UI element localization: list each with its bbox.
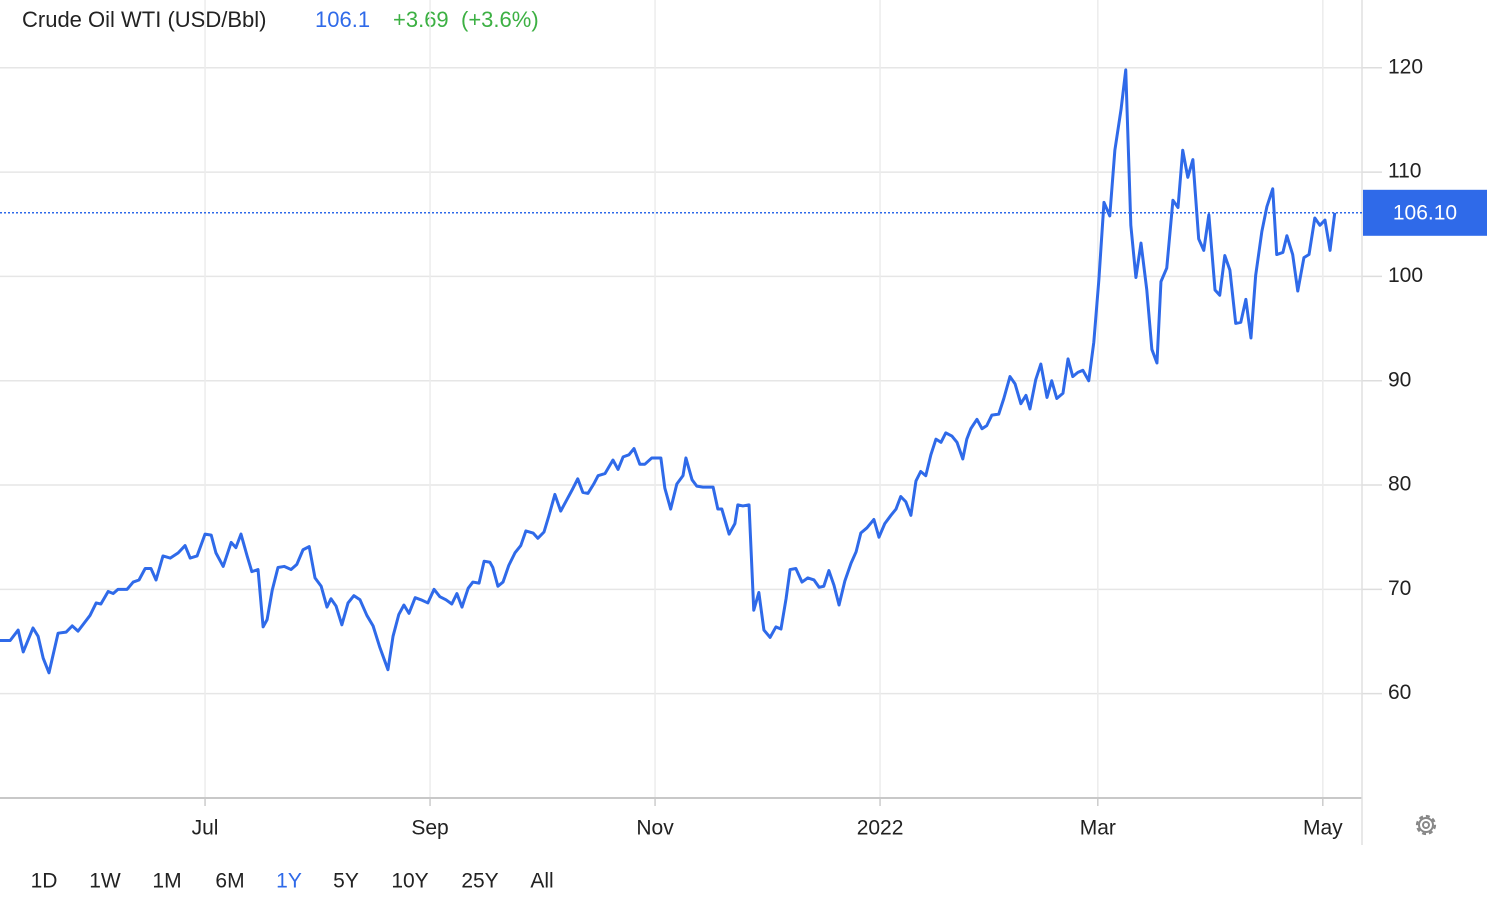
y-tick-label: 120 xyxy=(1388,55,1423,78)
y-tick-label: 100 xyxy=(1388,264,1423,287)
range-button[interactable]: 1Y xyxy=(276,870,302,893)
range-button[interactable]: 1W xyxy=(89,870,121,893)
price-badge-label: 106.10 xyxy=(1393,201,1457,224)
range-button[interactable]: 10Y xyxy=(391,870,428,893)
x-tick-label: 2022 xyxy=(857,817,904,840)
last-price: 106.1 xyxy=(315,7,370,32)
x-tick-label: Jul xyxy=(192,817,219,840)
settings-gear[interactable] xyxy=(1415,814,1437,836)
gear-teeth xyxy=(1415,814,1437,836)
y-tick-label: 90 xyxy=(1388,368,1411,391)
price-badge xyxy=(1363,189,1487,236)
x-tick-label: Nov xyxy=(636,817,674,840)
chart-title: Crude Oil WTI (USD/Bbl) xyxy=(22,7,266,32)
range-button[interactable]: 5Y xyxy=(333,870,359,893)
range-button[interactable]: 25Y xyxy=(461,870,498,893)
y-tick-label: 70 xyxy=(1388,577,1411,600)
price-line xyxy=(0,68,1337,675)
gear-hub xyxy=(1422,821,1430,829)
change-pct: (+3.6%) xyxy=(461,7,539,32)
y-tick-label: 80 xyxy=(1388,473,1411,496)
range-button[interactable]: 1M xyxy=(152,870,181,893)
y-tick-label: 60 xyxy=(1388,681,1411,704)
y-tick-label: 110 xyxy=(1388,160,1421,183)
range-button[interactable]: 6M xyxy=(215,870,244,893)
gear-ring xyxy=(1418,817,1434,833)
change: +3.69 xyxy=(393,7,449,32)
range-button[interactable]: All xyxy=(530,870,553,893)
range-button[interactable]: 1D xyxy=(31,870,58,893)
x-tick-label: Sep xyxy=(411,817,448,840)
x-tick-label: May xyxy=(1303,817,1343,840)
x-tick-label: Mar xyxy=(1080,817,1116,840)
